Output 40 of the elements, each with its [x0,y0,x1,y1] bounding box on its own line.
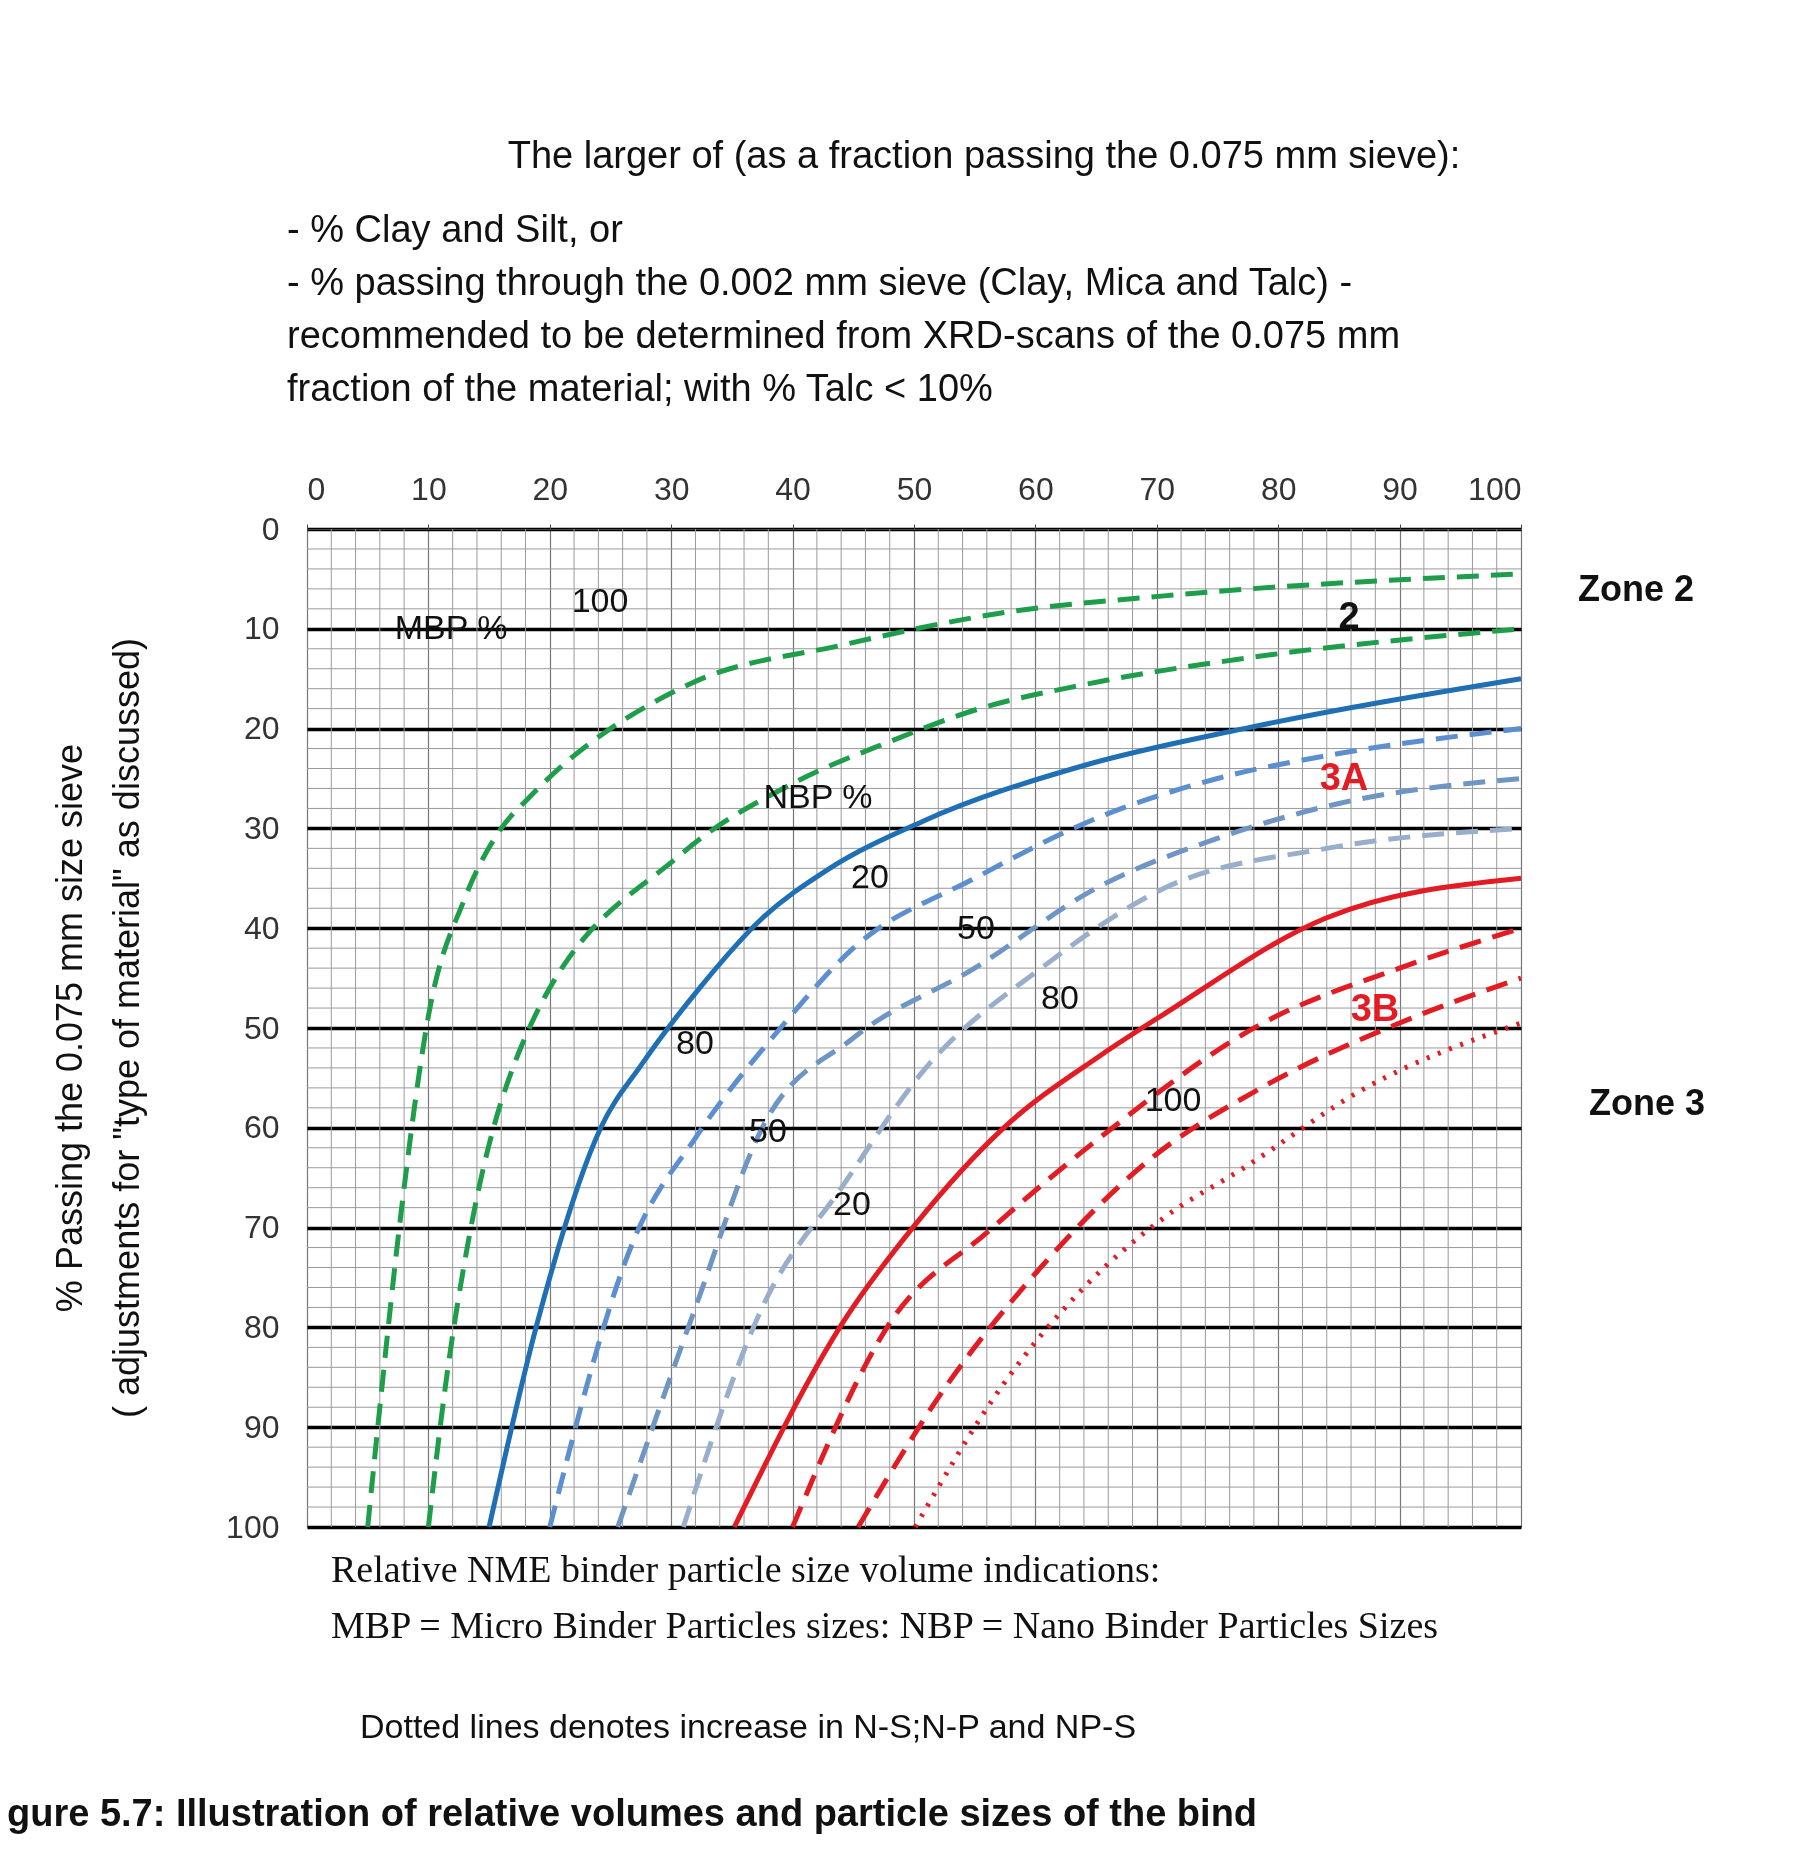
annotation: 80 [1041,978,1079,1016]
x-tick-label: 40 [775,470,811,507]
annotation: 80 [676,1023,714,1061]
x-tick-label: 100 [1468,470,1522,507]
x-tick-label: 20 [532,470,569,507]
annotation: 100 [1144,1080,1202,1118]
text: MBP = Micro Binder Particles sizes: NBP = Nano Binder Particles Sizes [331,1604,1439,1646]
y-tick-label: 70 [243,1209,280,1246]
x-tick-label: 10 [411,470,447,507]
y-tick-label: 20 [243,710,280,747]
annotation: 20 [851,857,889,895]
x-tick-label: 80 [1260,470,1297,507]
text: gure 5.7: Illustration of relative volumes and particle sizes of the bind [7,1792,1258,1834]
y-tick-label: 40 [243,909,280,946]
x-tick-label: 60 [1018,470,1054,507]
x-tick-label: 90 [1382,470,1418,507]
x-tick-label: 50 [896,470,933,507]
y-axis-title: % Passing the 0.075 mm size sieve ( adjustments for "type of material" as discussed) [49,638,147,1418]
annotation: 3A [1319,756,1369,798]
y-tick-label: 10 [243,610,280,647]
text: Zone 2 [1577,568,1695,609]
y-tick-label: 100 [226,1508,280,1545]
x-tick-label: 0 [307,470,326,507]
annotation: 100 [571,581,629,619]
annotation: 2 [1338,595,1360,637]
x-tick-label: 30 [653,470,690,507]
y-tick-label: 30 [243,809,280,846]
text: Zone 3 [1588,1082,1706,1123]
x-tick-label: 70 [1139,470,1176,507]
text: Relative NME binder particle size volume indications: [331,1548,1161,1590]
text: Dotted lines denotes increase in N-S;N-P and NP-S [360,1707,1137,1745]
y-tick-label: 50 [243,1009,280,1046]
annotation: 20 [833,1184,871,1222]
y-tick-label: 80 [243,1308,280,1345]
y-tick-label: 0 [261,510,280,547]
y-tick-label: 90 [243,1408,280,1445]
chart-title: The larger of (as a fraction passing the 0.075 mm sieve): [507,134,1461,176]
y-tick-label: 60 [243,1109,280,1146]
chart-subtitle: - % Clay and Silt, or - % passing through the 0.002 mm sieve (Clay, Mica and Talc) - recommended to be determined from XRD-scans of the 0.075 mm fraction of the material; with % Talc < 10% [287,208,1401,409]
annotation: 3B [1350,987,1400,1029]
